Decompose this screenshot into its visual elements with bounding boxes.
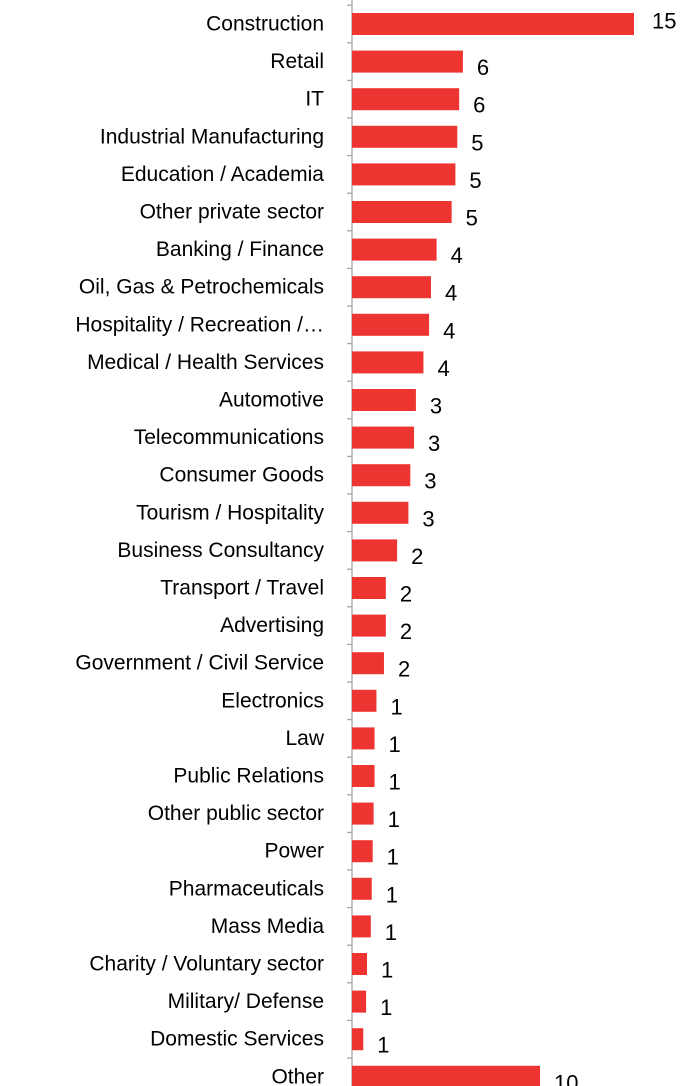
bar bbox=[352, 501, 409, 524]
bar bbox=[352, 614, 386, 637]
bar bbox=[352, 577, 386, 599]
value-label: 2 bbox=[411, 544, 423, 569]
bar bbox=[352, 652, 384, 675]
category-label: Mass Media bbox=[211, 915, 325, 938]
value-label: 3 bbox=[424, 469, 436, 494]
bar bbox=[352, 464, 411, 487]
category-label: Retail bbox=[270, 50, 324, 73]
value-label: 3 bbox=[422, 506, 434, 531]
bar bbox=[352, 539, 398, 562]
category-label: Telecommunications bbox=[134, 426, 324, 449]
value-label: 4 bbox=[437, 356, 449, 381]
value-label: 1 bbox=[386, 882, 398, 907]
category-label: Other private sector bbox=[140, 201, 324, 224]
bar bbox=[352, 50, 463, 73]
category-label: IT bbox=[305, 88, 324, 111]
bar bbox=[352, 276, 431, 299]
category-label: Business Consultancy bbox=[117, 539, 324, 562]
category-label: Transport / Travel bbox=[160, 577, 324, 600]
category-label: Banking / Finance bbox=[156, 238, 324, 261]
value-label: 10 bbox=[554, 1070, 578, 1086]
value-label: 1 bbox=[377, 1033, 389, 1058]
category-label: Law bbox=[285, 727, 324, 750]
bar bbox=[352, 426, 415, 449]
value-label: 15 bbox=[652, 9, 676, 34]
bar bbox=[352, 727, 375, 750]
value-label: 1 bbox=[385, 920, 397, 945]
value-label: 6 bbox=[477, 55, 489, 80]
category-label: Charity / Voluntary sector bbox=[89, 953, 324, 976]
bar bbox=[352, 689, 377, 712]
bar bbox=[352, 990, 367, 1013]
category-label: Education / Academia bbox=[121, 163, 324, 186]
category-label: Other bbox=[271, 1065, 324, 1086]
bar bbox=[352, 88, 460, 111]
value-label: 1 bbox=[387, 845, 399, 870]
bar bbox=[352, 351, 424, 374]
category-label: Industrial Manufacturing bbox=[100, 125, 324, 148]
value-label: 6 bbox=[473, 93, 485, 118]
bar bbox=[352, 953, 368, 975]
bar bbox=[352, 1065, 540, 1086]
category-label: Automotive bbox=[219, 389, 324, 412]
bar bbox=[352, 1028, 364, 1051]
category-label: Advertising bbox=[220, 614, 324, 637]
value-label: 4 bbox=[445, 281, 457, 306]
bar bbox=[352, 13, 634, 35]
category-label: Pharmaceuticals bbox=[169, 877, 324, 900]
category-label: Medical / Health Services bbox=[87, 351, 324, 374]
category-label: Military/ Defense bbox=[168, 990, 324, 1013]
bar bbox=[352, 877, 372, 900]
category-label: Hospitality / Recreation /… bbox=[75, 313, 324, 336]
value-label: 1 bbox=[389, 770, 401, 795]
category-label: Domestic Services bbox=[150, 1028, 324, 1051]
category-label: Power bbox=[264, 840, 324, 863]
value-label: 4 bbox=[451, 243, 463, 268]
category-label: Oil, Gas & Petrochemicals bbox=[79, 276, 324, 299]
value-label: 3 bbox=[430, 394, 442, 419]
value-label: 1 bbox=[390, 694, 402, 719]
category-label: Construction bbox=[206, 13, 324, 36]
bar bbox=[352, 840, 373, 863]
category-label: Tourism / Hospitality bbox=[136, 501, 324, 524]
category-label: Government / Civil Service bbox=[75, 652, 324, 675]
value-label: 5 bbox=[466, 206, 478, 231]
bar bbox=[352, 238, 437, 261]
category-label: Consumer Goods bbox=[159, 464, 324, 487]
category-label: Public Relations bbox=[173, 765, 324, 788]
value-label: 2 bbox=[400, 619, 412, 644]
value-label: 4 bbox=[443, 318, 455, 343]
bar bbox=[352, 125, 458, 148]
value-label: 3 bbox=[428, 431, 440, 456]
value-label: 1 bbox=[380, 995, 392, 1020]
bar bbox=[352, 802, 374, 825]
value-label: 2 bbox=[400, 582, 412, 607]
bar bbox=[352, 389, 416, 411]
value-label: 1 bbox=[389, 732, 401, 757]
category-label: Electronics bbox=[221, 689, 324, 712]
value-label: 1 bbox=[388, 807, 400, 832]
value-label: 5 bbox=[469, 168, 481, 193]
category-label: Other public sector bbox=[148, 802, 324, 825]
value-label: 2 bbox=[398, 657, 410, 682]
value-label: 1 bbox=[381, 958, 393, 983]
bar bbox=[352, 915, 371, 938]
value-label: 5 bbox=[471, 130, 483, 155]
bar bbox=[352, 765, 375, 787]
bar bbox=[352, 163, 456, 186]
bar bbox=[352, 201, 452, 223]
bar bbox=[352, 313, 430, 336]
